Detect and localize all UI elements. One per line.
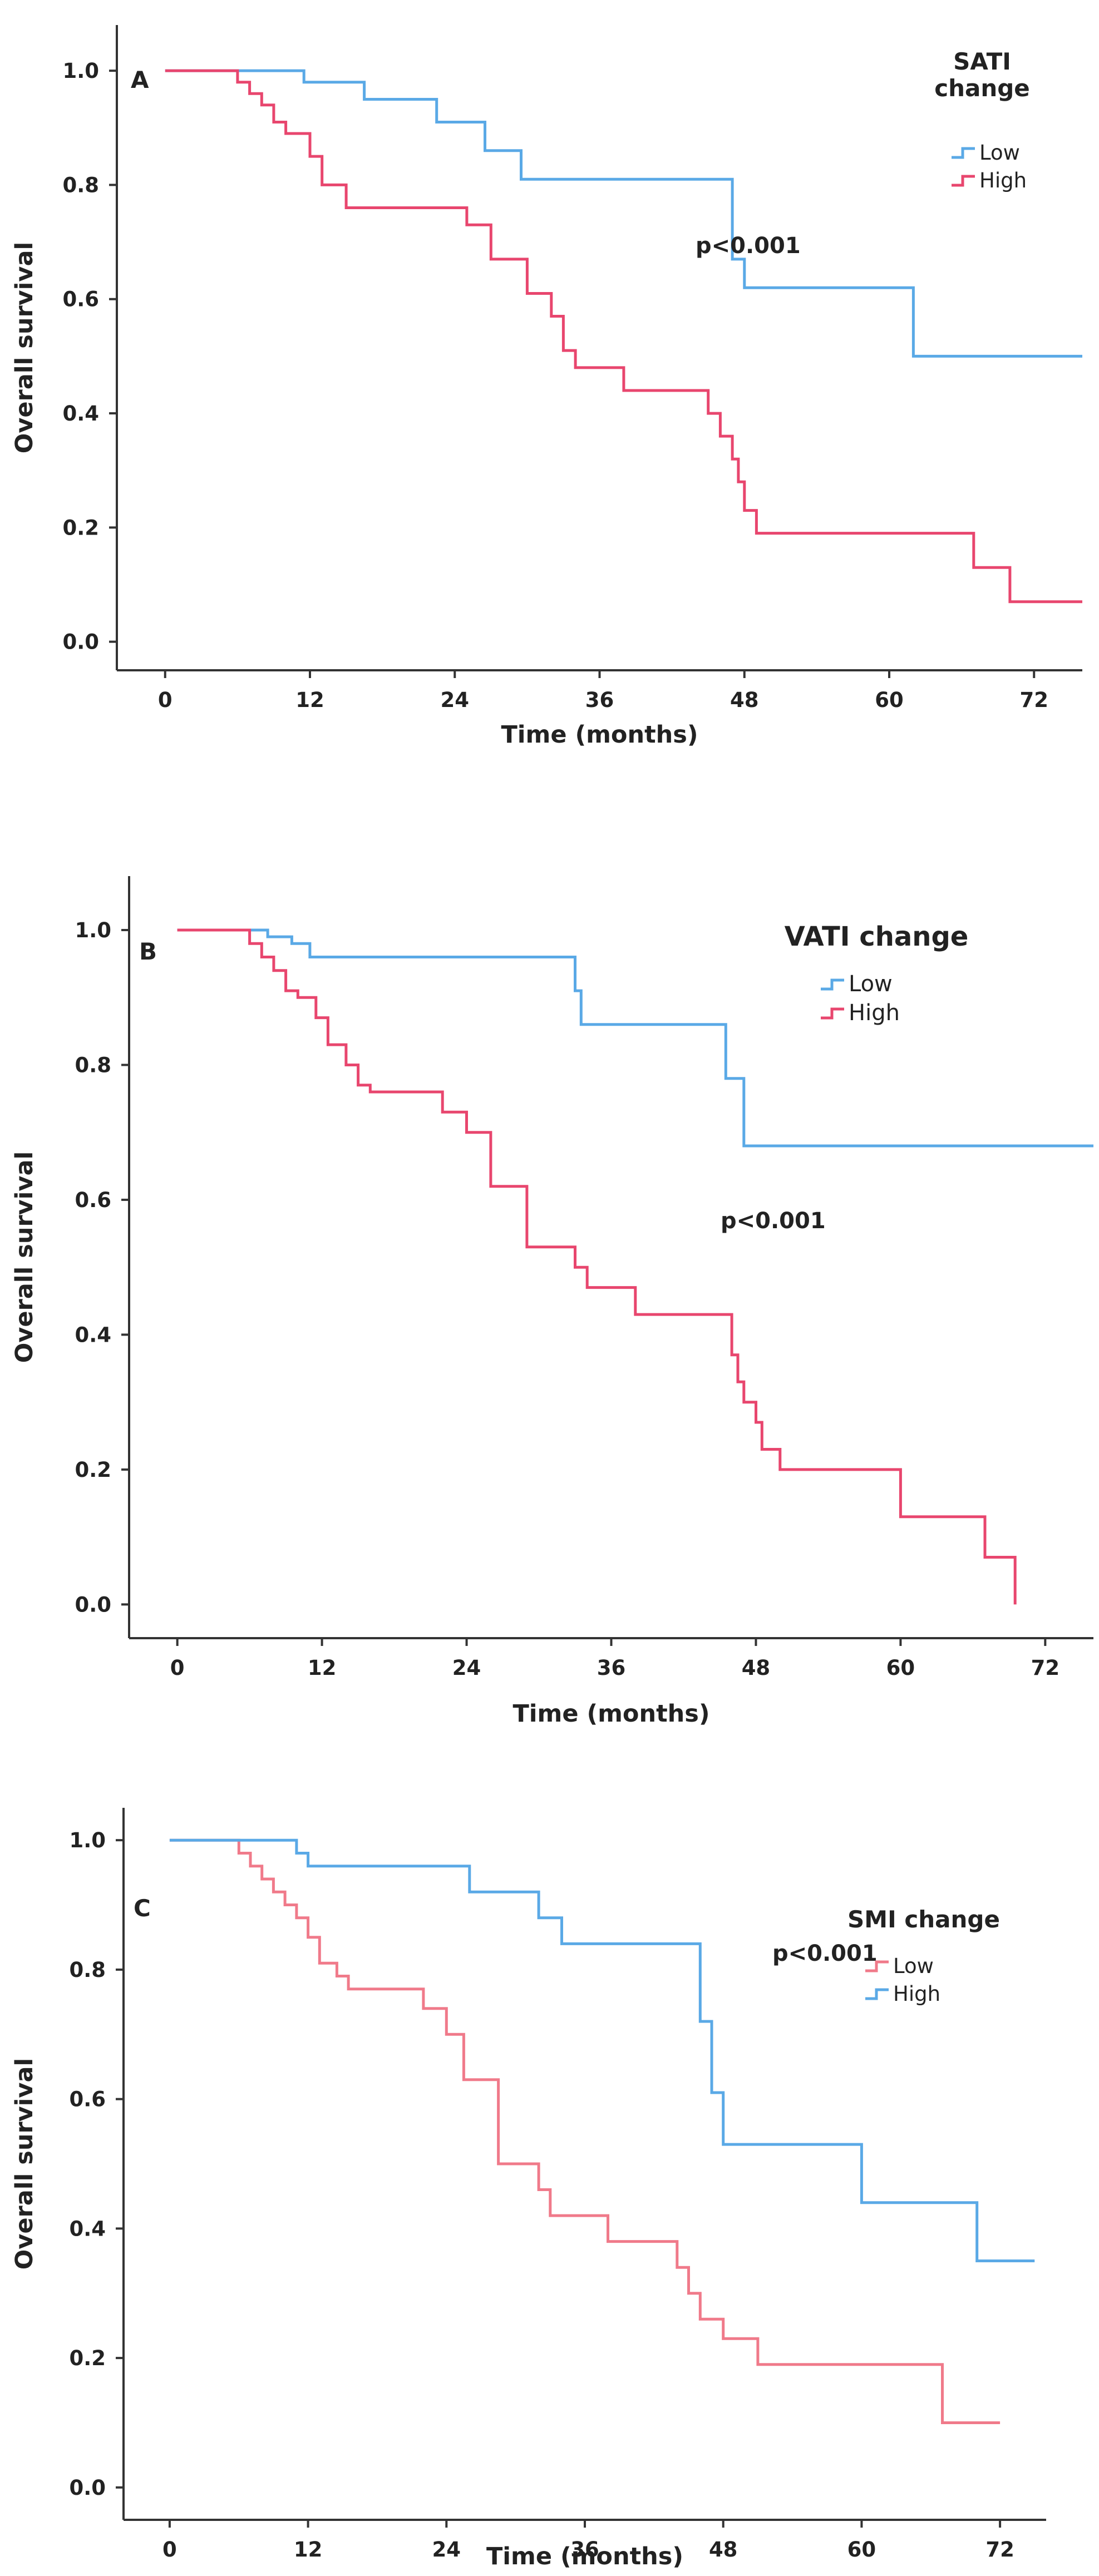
survival-curve-high <box>177 928 1017 1605</box>
y-tick-label: 0.2 <box>62 516 99 540</box>
legend-label-low: Low <box>893 1954 934 1978</box>
legend-title: change <box>934 75 1030 102</box>
legend-title: SMI change <box>847 1906 1000 1933</box>
p-value-annotation: p<0.001 <box>721 1208 826 1234</box>
legend-label-high: High <box>849 1000 900 1026</box>
p-value-annotation: p<0.001 <box>772 1941 878 1966</box>
y-tick-label: 0.6 <box>75 1188 111 1212</box>
x-tick-label: 12 <box>294 2538 323 2562</box>
survival-curve-low <box>169 1838 1001 2424</box>
y-tick-label: 0.4 <box>75 1323 111 1347</box>
x-tick-label: 48 <box>709 2538 738 2562</box>
legend-swatch-low <box>821 978 844 991</box>
y-tick-label: 0.4 <box>62 402 99 426</box>
legend-title: VATI change <box>785 921 969 952</box>
y-tick-label: 0.0 <box>69 2476 106 2500</box>
y-tick-label: 0.4 <box>69 2217 106 2241</box>
survival-curve-high <box>165 69 1082 604</box>
y-tick-label: 0.2 <box>69 2346 106 2370</box>
x-tick-label: 12 <box>295 688 324 712</box>
km-chart-b: 0.0 0.2 0.4 0.6 0.8 1.0 0 12 24 36 48 60 72 Time (mon… <box>11 876 1093 1728</box>
km-chart-a: 0.0 0.2 0.4 0.6 0.8 1.0 0 12 24 36 48 60 72 Time (mon… <box>11 25 1082 749</box>
legend-label-high: High <box>979 169 1027 192</box>
survival-curve-low <box>165 69 1082 358</box>
x-tick-label: 72 <box>1031 1656 1060 1680</box>
x-axis-label: Time (months) <box>486 2543 683 2570</box>
x-tick-label: 60 <box>847 2538 876 2562</box>
legend-label-high: High <box>893 1982 940 2006</box>
x-tick-label: 24 <box>432 2538 461 2562</box>
panel-label: A <box>131 66 149 93</box>
x-tick-label: 48 <box>742 1656 771 1680</box>
legend: SMI change Low High <box>847 1906 1000 2006</box>
y-tick-label: 1.0 <box>75 918 111 942</box>
x-tick-label: 24 <box>441 688 470 712</box>
x-tick-label: 0 <box>162 2538 177 2562</box>
p-value-annotation: p<0.001 <box>696 233 801 259</box>
x-tick-label: 60 <box>875 688 904 712</box>
survival-curve-high <box>169 1838 1035 2262</box>
x-tick-label: 36 <box>585 688 614 712</box>
legend-label-low: Low <box>979 141 1020 165</box>
x-tick-label: 0 <box>158 688 173 712</box>
x-axis-label: Time (months) <box>501 721 698 749</box>
y-tick-label: 0.2 <box>75 1458 111 1482</box>
legend-swatch-high <box>865 1988 889 2000</box>
legend-swatch-high <box>821 1007 844 1020</box>
x-axis-label: Time (months) <box>512 1700 709 1728</box>
x-tick-label: 60 <box>886 1656 915 1680</box>
y-tick-label: 0.8 <box>75 1053 111 1077</box>
legend-title: SATI <box>953 48 1011 75</box>
legend-swatch-high <box>952 175 975 187</box>
survival-curve-low <box>177 928 1093 1148</box>
y-tick-label: 0.0 <box>75 1593 111 1616</box>
x-tick-label: 48 <box>730 688 759 712</box>
x-tick-label: 72 <box>985 2538 1014 2562</box>
y-tick-label: 0.0 <box>62 630 99 654</box>
y-tick-label: 0.6 <box>62 288 99 312</box>
panel-label: C <box>134 1895 151 1922</box>
y-axis-label: Overall survival <box>11 1151 38 1363</box>
legend-label-low: Low <box>849 971 893 997</box>
y-axis-label: Overall survival <box>11 242 38 453</box>
y-axis-label: Overall survival <box>11 2058 38 2270</box>
x-tick-label: 24 <box>452 1656 481 1680</box>
y-tick-label: 1.0 <box>62 59 99 83</box>
km-chart-c: 0.0 0.2 0.4 0.6 0.8 1.0 0 12 24 36 48 60 72 Time (mon… <box>11 1808 1046 2570</box>
x-tick-label: 0 <box>170 1656 185 1680</box>
x-tick-label: 72 <box>1020 688 1049 712</box>
y-tick-label: 0.8 <box>69 1958 106 1982</box>
x-tick-label: 12 <box>308 1656 337 1680</box>
y-tick-label: 0.8 <box>62 173 99 197</box>
legend-swatch-low <box>952 147 975 159</box>
y-tick-label: 1.0 <box>69 1828 106 1852</box>
x-tick-label: 36 <box>597 1656 626 1680</box>
legend: VATI change Low High <box>785 921 969 1026</box>
y-tick-label: 0.6 <box>69 2088 106 2112</box>
x-tick-label: 36 <box>570 2538 599 2562</box>
legend-swatch-low <box>865 1960 889 1972</box>
panel-label: B <box>139 938 157 965</box>
